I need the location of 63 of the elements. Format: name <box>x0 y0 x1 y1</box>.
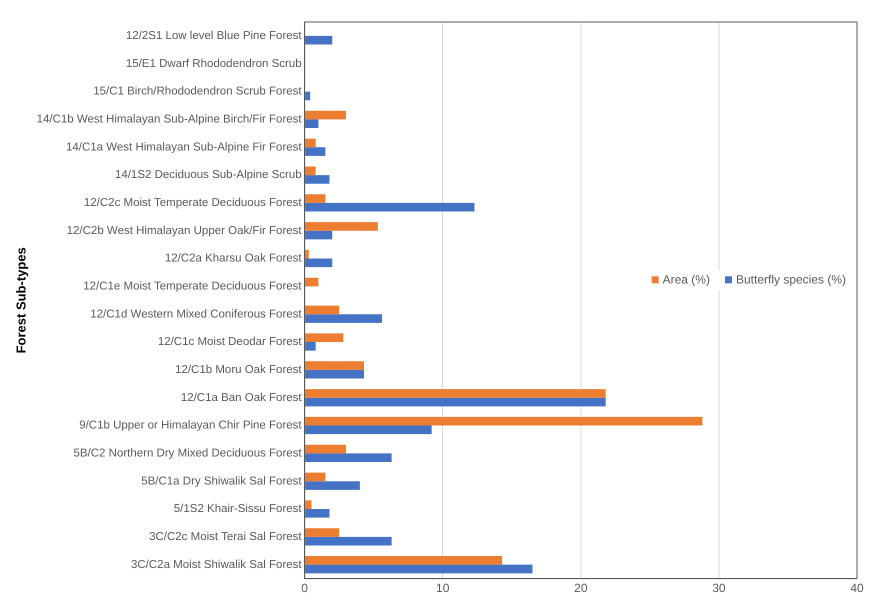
bar <box>305 370 364 379</box>
bar <box>305 444 346 454</box>
bar <box>305 500 312 510</box>
y-tick-label: 5B/C1a Dry Shiwalik Sal Forest <box>141 475 302 488</box>
bar <box>305 481 360 490</box>
x-tick-label: 20 <box>574 581 588 596</box>
y-tick-label: 12/C1a Ban Oak Forest <box>180 392 302 404</box>
y-tick-label: 14/C1a West Himalayan Sub-Alpine Fir Forest <box>66 141 302 154</box>
bar <box>305 314 382 323</box>
bar <box>305 119 318 128</box>
bar <box>305 278 318 286</box>
bar <box>305 453 392 462</box>
bar <box>305 361 364 370</box>
y-tick-label: 12/C1b Moru Oak Forest <box>175 364 302 376</box>
y-tick-label: 3C/C2c Moist Terai Sal Forest <box>149 531 302 544</box>
bar <box>305 194 326 203</box>
y-tick-label: 12/C1d Western Mixed Coniferous Forest <box>90 308 302 320</box>
legend-label: Butterfly species (%) <box>736 272 846 287</box>
y-tick-label: 15/E1 Dwarf Rhododendron Scrub <box>126 58 302 70</box>
bar <box>305 389 606 398</box>
y-tick-label: 5B/C2 Northern Dry Mixed Deciduous Forest <box>73 448 302 460</box>
bar <box>305 528 340 537</box>
bar <box>305 110 346 120</box>
y-tick-label: 12/2S1 Low level Blue Pine Forest <box>126 30 302 42</box>
bar <box>305 416 702 426</box>
bar <box>305 147 326 156</box>
y-tick-label: 9/C1b Upper or Himalayan Chir Pine Forest <box>79 420 302 432</box>
bar <box>305 509 330 518</box>
y-axis-title: Forest Sub-types <box>13 247 28 354</box>
y-tick-label: 3C/C2a Moist Shiwalik Sal Forest <box>130 558 302 571</box>
x-tick-label: 30 <box>712 581 726 596</box>
bar <box>305 306 340 314</box>
y-tick-label: 12/C2b West Himalayan Upper Oak/Fir Forest <box>66 224 302 237</box>
bar <box>305 230 332 240</box>
bar <box>305 426 432 434</box>
y-tick-label: 12/C1c Moist Deodar Forest <box>158 336 302 348</box>
bar <box>305 250 309 259</box>
bar <box>305 92 310 100</box>
bar <box>305 556 502 565</box>
y-tick-label: 5/1S2 Khair-Sissu Forest <box>174 503 302 516</box>
bar <box>305 166 316 176</box>
bar <box>305 398 606 406</box>
bar <box>305 138 316 148</box>
legend-label: Area (%) <box>662 272 710 287</box>
bar <box>305 36 332 45</box>
bar <box>305 564 532 574</box>
y-tick-label: 14/C1b West Himalayan Sub-Alpine Birch/Fir Forest <box>36 114 302 126</box>
bar <box>305 472 326 482</box>
x-tick-label: 0 <box>301 581 308 596</box>
bar <box>305 342 316 351</box>
bar <box>305 222 378 231</box>
x-tick-label: 40 <box>850 581 864 596</box>
x-tick-label: 10 <box>436 581 450 596</box>
y-tick-label: 14/1S2 Deciduous Sub-Alpine Scrub <box>114 169 302 182</box>
y-tick-label: 15/C1 Birch/Rhododendron Scrub Forest <box>93 86 302 98</box>
bar <box>305 202 474 212</box>
y-tick-label: 12/C2c Moist Temperate Deciduous Forest <box>84 197 302 210</box>
bar <box>305 536 392 546</box>
bar <box>305 333 344 342</box>
bar <box>305 258 332 268</box>
y-tick-label: 12/C2a Kharsu Oak Forest <box>164 252 302 265</box>
y-tick-label: 12/C1e Moist Temperate Deciduous Forest <box>83 280 302 293</box>
bar <box>305 175 330 184</box>
